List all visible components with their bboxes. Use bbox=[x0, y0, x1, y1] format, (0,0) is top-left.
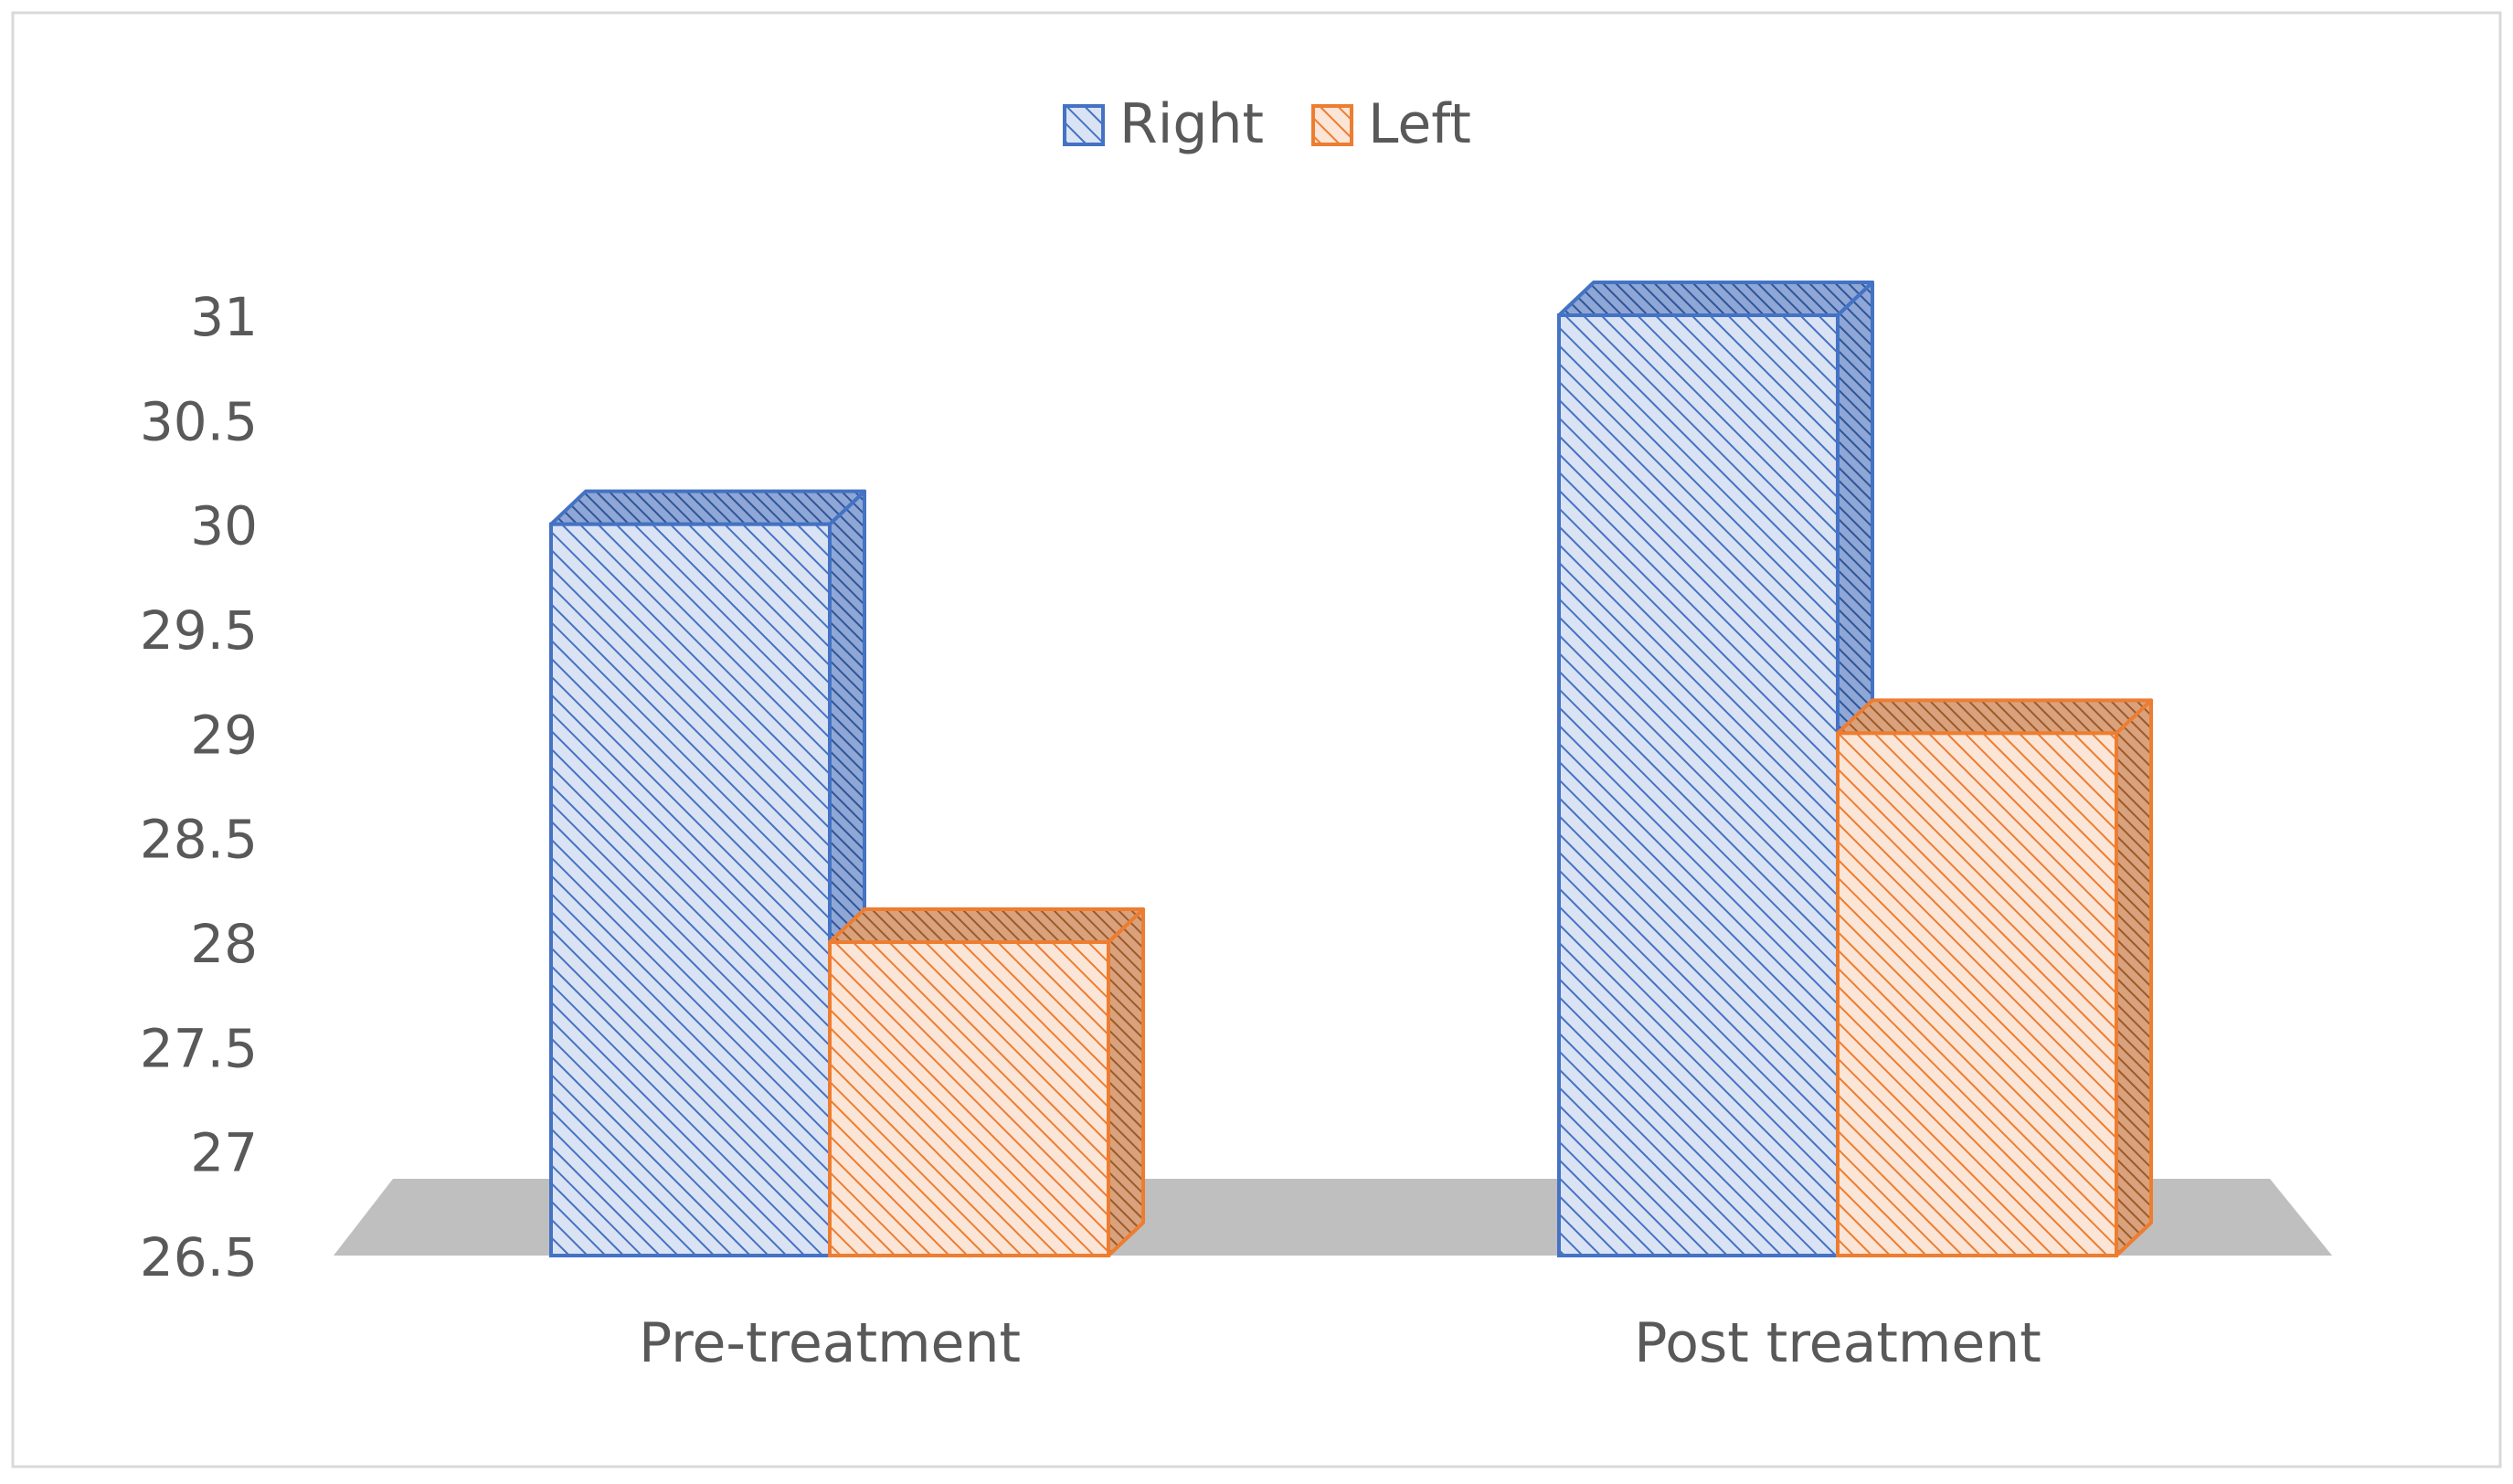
legend-label: Right bbox=[1119, 92, 1264, 156]
bar-left-pre-treatment bbox=[828, 907, 1145, 1257]
bar-side-face bbox=[2115, 698, 2153, 1257]
bar-front-face bbox=[828, 940, 1110, 1257]
bar-side-face bbox=[1107, 907, 1145, 1257]
y-tick-label: 30.5 bbox=[140, 390, 258, 452]
y-tick-label: 30 bbox=[190, 495, 258, 557]
legend-item-right: Right bbox=[1063, 92, 1264, 156]
bar-right-pre-treatment bbox=[549, 489, 866, 1257]
bar-top-face bbox=[549, 489, 866, 526]
y-tick-label: 31 bbox=[190, 286, 258, 348]
legend-swatch bbox=[1311, 104, 1353, 146]
y-tick-label: 27 bbox=[190, 1122, 258, 1184]
bar-top-face bbox=[828, 907, 1145, 944]
y-tick-label: 27.5 bbox=[140, 1017, 258, 1079]
legend-swatch bbox=[1063, 104, 1105, 146]
y-axis: 26.5 27 27.5 28 28.5 29 29.5 30 30.5 31 bbox=[140, 286, 258, 1288]
x-tick-label-post-treatment: Post treatment bbox=[1634, 1311, 2041, 1375]
bar-right-post-treatment bbox=[1557, 281, 1874, 1257]
bar-top-face bbox=[1836, 698, 2153, 736]
y-tick-label: 28.5 bbox=[140, 809, 258, 871]
y-tick-label: 28 bbox=[190, 913, 258, 975]
x-axis: Pre-treatment Post treatment bbox=[639, 1311, 2041, 1375]
y-tick-label: 29 bbox=[190, 704, 258, 766]
bar-front-face bbox=[549, 522, 832, 1257]
bar-left-post-treatment bbox=[1836, 698, 2153, 1257]
y-tick-label: 26.5 bbox=[140, 1226, 258, 1288]
legend: Right Left bbox=[1063, 92, 1471, 156]
bars bbox=[549, 281, 2153, 1257]
y-tick-label: 29.5 bbox=[140, 599, 258, 662]
legend-label: Left bbox=[1368, 92, 1471, 156]
bar-front-face bbox=[1557, 313, 1840, 1257]
bar-front-face bbox=[1836, 731, 2118, 1257]
x-tick-label-pre-treatment: Pre-treatment bbox=[639, 1311, 1021, 1375]
legend-item-left: Left bbox=[1311, 92, 1471, 156]
bar-top-face bbox=[1557, 281, 1874, 317]
